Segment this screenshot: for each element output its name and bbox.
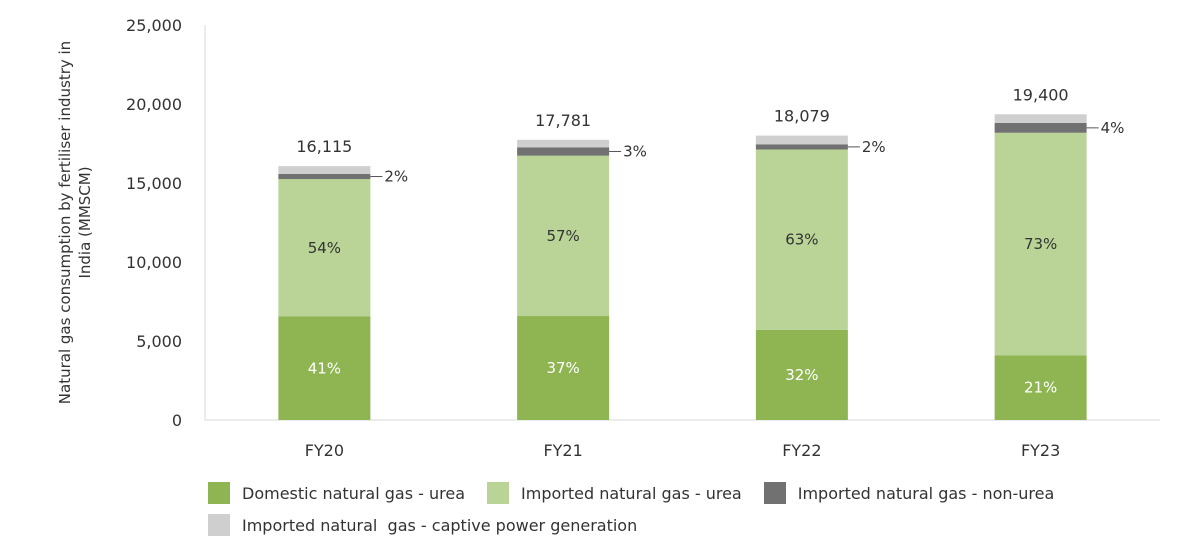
segment-data-label: 2%: [862, 138, 886, 156]
segment-data-label: 41%: [308, 359, 341, 377]
bar-total-label: 18,079: [774, 107, 830, 126]
legend-swatch-captive-power: [208, 514, 230, 536]
legend-swatch-domestic-urea: [208, 482, 230, 504]
bar-total-label: 17,781: [535, 111, 591, 130]
legend-item-captive-power: Imported natural gas - captive power gen…: [208, 514, 637, 536]
y-tick-label: 25,000: [126, 16, 182, 35]
bar-total-label: 19,400: [1013, 85, 1069, 104]
segment-data-label: 63%: [785, 231, 818, 249]
legend-row-1: Domestic natural gas - urea Imported nat…: [208, 482, 1168, 504]
legend-label-captive-power: Imported natural gas - captive power gen…: [242, 515, 638, 535]
legend-swatch-imported-non-urea: [763, 482, 786, 504]
bar-segment: [278, 173, 371, 180]
bar-segment: [278, 166, 371, 174]
segment-data-label: 54%: [308, 239, 341, 257]
segment-data-label: 21%: [1024, 379, 1057, 397]
segment-data-label: 32%: [785, 366, 818, 384]
legend-swatch-imported-urea: [487, 482, 510, 504]
y-tick-label: 0: [172, 411, 182, 430]
stacked-bar-chart: Natural gas consumption by fertiliser in…: [56, 16, 1160, 460]
segment-data-label: 57%: [546, 227, 579, 245]
y-tick-label: 10,000: [126, 253, 182, 272]
legend-item-domestic-urea: Domestic natural gas - urea: [208, 482, 465, 504]
legend-label-domestic-urea: Domestic natural gas - urea: [242, 483, 466, 503]
legend-label-imported-urea: Imported natural gas - urea: [521, 483, 742, 503]
bar-segment: [755, 329, 848, 420]
bar-segment: [517, 139, 610, 148]
bar-segment: [517, 155, 610, 317]
bars-group: 41% 54% 2% 16,115 37% 57% 3% 17,781 32% 63% 2% 18,0…: [278, 85, 1124, 420]
bar-segment: [517, 147, 610, 156]
y-axis-ticks: 0 5,000 10,000 15,000 20,000 25,000: [126, 16, 182, 430]
bar-segment: [278, 179, 371, 317]
legend: Domestic natural gas - urea Imported nat…: [208, 482, 1168, 546]
x-tick-label: FY21: [543, 441, 582, 460]
bar-segment: [994, 114, 1087, 123]
segment-data-label: 2%: [384, 168, 408, 186]
y-tick-label: 15,000: [126, 174, 182, 193]
bar-segment: [994, 355, 1087, 420]
legend-item-imported-non-urea: Imported natural gas - non-urea: [763, 482, 1055, 504]
bar-segment: [994, 132, 1087, 356]
bar-segment: [755, 135, 848, 145]
bar-segment: [994, 122, 1087, 133]
y-tick-label: 5,000: [136, 332, 182, 351]
segment-data-label: 73%: [1024, 235, 1057, 253]
x-tick-label: FY23: [1021, 441, 1060, 460]
segment-data-label: 4%: [1101, 119, 1125, 137]
y-tick-label: 20,000: [126, 95, 182, 114]
x-tick-label: FY22: [782, 441, 821, 460]
legend-row-2: Imported natural gas - captive power gen…: [208, 514, 1168, 536]
bar-total-label: 16,115: [296, 137, 352, 156]
bar-segment: [755, 149, 848, 330]
y-axis-label: Natural gas consumption by fertiliser in…: [56, 41, 94, 404]
legend-item-imported-urea: Imported natural gas - urea: [487, 482, 742, 504]
x-axis-ticks: FY20 FY21 FY22 FY23: [305, 441, 1061, 460]
bar-segment: [755, 144, 848, 150]
segment-data-label: 37%: [546, 359, 579, 377]
x-tick-label: FY20: [305, 441, 344, 460]
segment-data-label: 3%: [623, 142, 647, 160]
bar-segment: [517, 316, 610, 420]
legend-label-imported-non-urea: Imported natural gas - non-urea: [797, 483, 1055, 503]
bar-segment: [278, 316, 371, 420]
